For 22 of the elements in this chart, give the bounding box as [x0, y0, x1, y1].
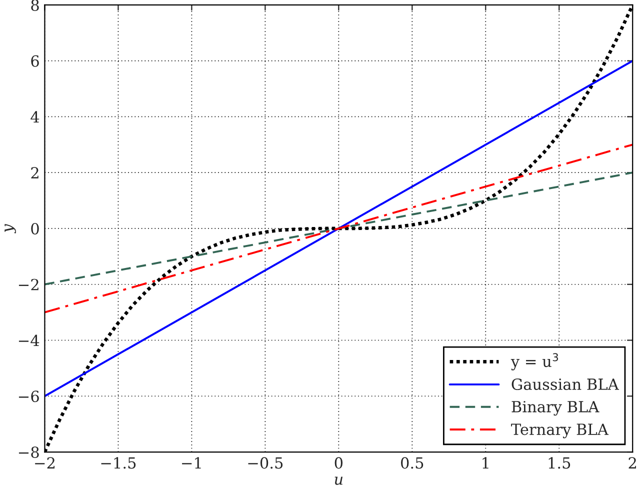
- x-tick-label: 1: [482, 457, 488, 468]
- y-axis-title: y: [4, 224, 16, 234]
- x-tick-label: 2: [628, 457, 636, 468]
- x-tick-label: −0.5: [248, 457, 283, 469]
- x-tick-label: 0.5: [401, 457, 424, 469]
- y-tick-label: −8: [18, 446, 39, 458]
- x-axis-title: u: [334, 476, 343, 485]
- legend-label: Gaussian BLA: [512, 378, 620, 390]
- x-tick-label: −1.5: [101, 457, 136, 469]
- legend-label: Binary BLA: [512, 400, 600, 416]
- y-tick-label: −6: [18, 390, 39, 402]
- legend-label: y = u$^{3}$: [510, 353, 558, 370]
- y-tick-label: 6: [31, 55, 39, 67]
- y-tick-label: 4: [30, 111, 40, 123]
- y-tick-label: −2: [18, 278, 38, 290]
- x-tick-label: 1.5: [548, 457, 570, 469]
- y-tick-label: −4: [18, 334, 40, 346]
- legend-label: Ternary BLA: [511, 424, 609, 438]
- x-tick-label: −1: [182, 457, 201, 468]
- y-tick-label: 0: [31, 222, 39, 234]
- x-tick-label: 0: [334, 457, 343, 469]
- y-tick-label: 2: [31, 167, 38, 178]
